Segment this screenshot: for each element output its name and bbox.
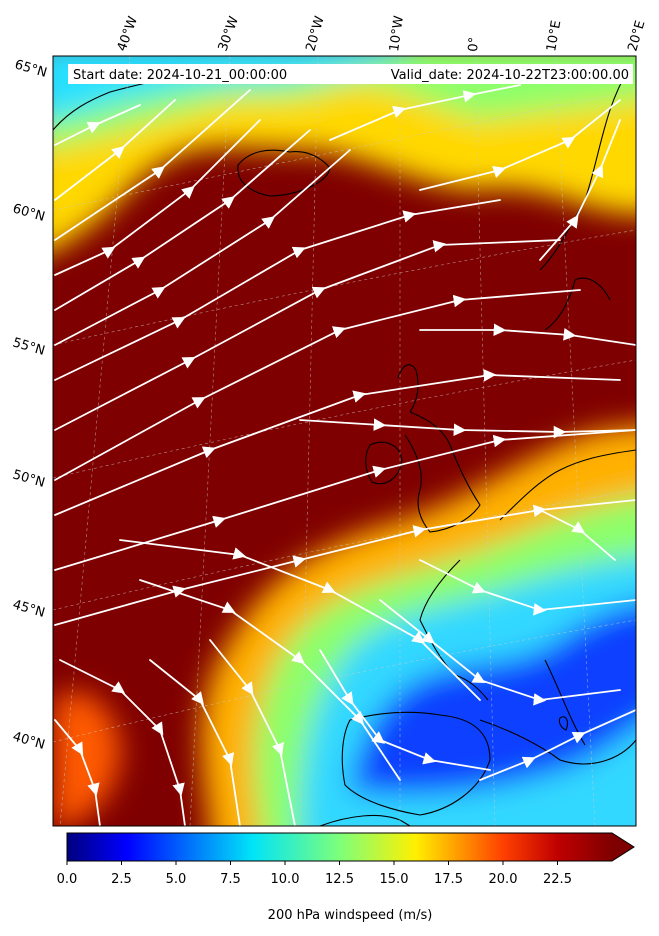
- map-panel: [53, 56, 636, 826]
- colorbar-extend-arrow: [612, 833, 634, 861]
- streamline: [419, 323, 636, 346]
- streamline: [539, 509, 616, 561]
- streamline: [54, 499, 636, 626]
- streamline: [299, 418, 636, 439]
- grid-lat-40: [53, 619, 636, 743]
- lon-label: 0°: [466, 36, 482, 52]
- lon-label: 20°E: [625, 19, 648, 53]
- streamline: [209, 639, 296, 826]
- streamlines: [54, 84, 636, 826]
- lon-label: 10°W: [387, 15, 407, 53]
- streamline: [329, 84, 521, 141]
- lat-label: 45°N: [11, 597, 47, 620]
- latitude-labels: 65°N 60°N 55°N 50°N 45°N 40°N: [11, 57, 49, 752]
- grid-lon-40w: [59, 56, 131, 826]
- streamline: [54, 369, 621, 516]
- lon-label: 20°W: [303, 14, 327, 53]
- grid-lat-45: [53, 489, 636, 611]
- streamline: [54, 104, 141, 146]
- longitude-labels: 40°W 30°W 20°W 10°W 0° 10°E 20°E: [115, 14, 649, 53]
- start-date-label: Start date: 2024-10-21_00:00:00: [73, 68, 287, 83]
- lat-label: 40°N: [11, 729, 47, 752]
- grid-lat-50: [53, 359, 636, 479]
- colorbar-tick-label: 20.0: [489, 872, 518, 887]
- colorbar-outline: [66, 832, 635, 862]
- colorbar-tick-label: 22.5: [543, 872, 572, 887]
- colorbar-tick-label: 2.5: [111, 872, 132, 887]
- coast-corsica: [558, 716, 569, 731]
- colorbar-label: 200 hPa windspeed (m/s): [268, 908, 433, 923]
- colorbar-tick-label: 15.0: [380, 872, 409, 887]
- streamline: [54, 99, 176, 201]
- lon-label: 10°E: [544, 19, 564, 52]
- lon-label: 40°W: [115, 14, 141, 53]
- date-stamp-box: [68, 64, 633, 84]
- coast-europe: [499, 449, 636, 521]
- streamline: [59, 659, 186, 826]
- lat-label: 50°N: [11, 467, 47, 490]
- valid-date-label: Valid_date: 2024-10-22T23:00:00.00: [391, 68, 629, 83]
- streamline: [539, 119, 621, 261]
- streamline: [54, 289, 581, 481]
- streamline: [54, 239, 561, 431]
- colorbar-tick-label: 12.5: [325, 872, 354, 887]
- streamline: [149, 659, 241, 826]
- coast-africa: [319, 814, 411, 826]
- colorbar-gradient: [67, 833, 612, 861]
- lat-label: 55°N: [11, 335, 47, 358]
- colorbar-tick-label: 0.0: [57, 872, 78, 887]
- colorbar: 0.0 2.5 5.0 7.5 10.0 12.5 15.0 17.5 20.0 22.5 200…: [57, 832, 635, 923]
- streamline: [419, 559, 636, 616]
- lat-label: 65°N: [13, 57, 49, 80]
- streamline: [479, 709, 636, 781]
- colorbar-ticks: 0.0 2.5 5.0 7.5 10.0 12.5 15.0 17.5 20.0 22.5: [57, 861, 572, 887]
- map-frame: [52, 55, 637, 827]
- streamline: [54, 89, 251, 241]
- streamline: [419, 99, 621, 191]
- colorbar-tick-label: 10.0: [271, 872, 300, 887]
- coast-norway: [539, 65, 631, 271]
- colorbar-tick-label: 7.5: [220, 872, 241, 887]
- streamline: [379, 599, 621, 706]
- grid-lon-10e: [554, 56, 596, 826]
- lon-label: 30°W: [216, 14, 242, 53]
- streamline: [319, 649, 491, 771]
- streamline: [54, 719, 101, 826]
- colorbar-tick-label: 17.5: [434, 872, 463, 887]
- coast-scandinavia-south: [544, 277, 611, 331]
- grid-lat-60: [53, 89, 636, 211]
- lat-label: 60°N: [11, 201, 47, 224]
- colorbar-tick-label: 5.0: [166, 872, 187, 887]
